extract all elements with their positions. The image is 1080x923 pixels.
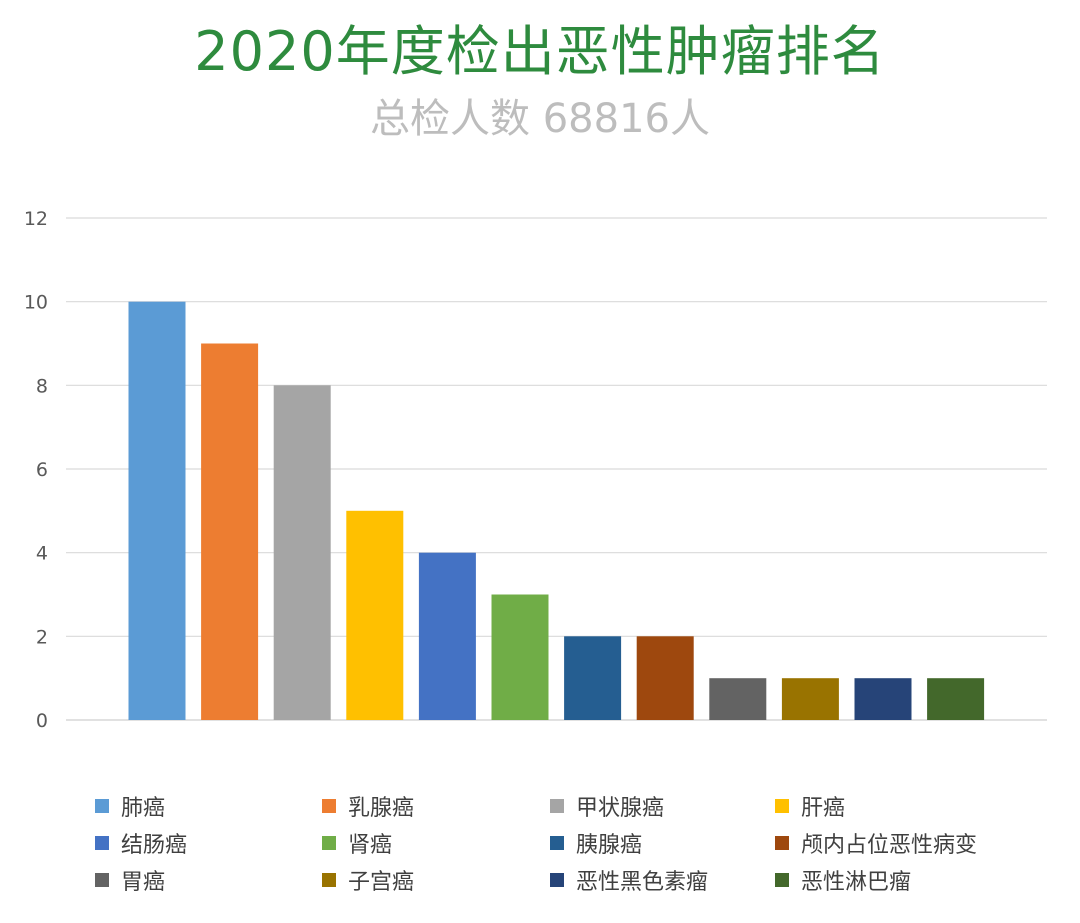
legend-item: 肾癌 (322, 827, 392, 859)
legend-label: 颅内占位恶性病变 (801, 833, 978, 858)
bar-5 (418, 552, 476, 720)
bar-6 (491, 594, 549, 720)
legend-swatch (775, 836, 789, 850)
legend-label: 胰腺癌 (576, 833, 643, 858)
legend-label: 肺癌 (121, 796, 166, 821)
legend-label: 恶性淋巴瘤 (801, 870, 912, 895)
legend-label: 胃癌 (121, 870, 166, 895)
legend-label: 结肠癌 (121, 833, 188, 858)
legend-swatch (550, 836, 564, 850)
legend-swatch (95, 873, 109, 887)
legend-item: 胃癌 (95, 864, 165, 896)
bar-4 (346, 510, 404, 720)
legend-item: 恶性黑色素瘤 (550, 864, 708, 896)
legend-swatch (775, 799, 789, 813)
legend-label: 子宫癌 (348, 870, 415, 895)
legend-swatch (550, 799, 564, 813)
legend-item: 肺癌 (95, 790, 165, 822)
y-tick-label: 8 (36, 375, 48, 397)
legend-item: 甲状腺癌 (550, 790, 664, 822)
bar-11 (854, 678, 912, 720)
bar-7 (564, 636, 622, 720)
legend-swatch (95, 836, 109, 850)
y-tick-label: 2 (36, 626, 48, 648)
legend-item: 乳腺癌 (322, 790, 414, 822)
y-tick-label: 10 (24, 292, 48, 314)
bar-2 (201, 343, 259, 720)
legend-swatch (322, 873, 336, 887)
legend-label: 甲状腺癌 (576, 796, 665, 821)
legend-label: 乳腺癌 (348, 796, 415, 821)
legend-swatch (95, 799, 109, 813)
y-tick-label: 0 (36, 710, 48, 732)
legend-label: 恶性黑色素瘤 (576, 870, 709, 895)
chart-title: 2020年度检出恶性肿瘤排名 (194, 20, 886, 83)
legend-item: 肝癌 (775, 790, 845, 822)
y-tick-label: 12 (24, 208, 48, 230)
legend-swatch (322, 799, 336, 813)
bar-10 (781, 678, 839, 720)
legend-item: 子宫癌 (322, 864, 414, 896)
chart-subtitle: 总检人数 68816人 (370, 96, 710, 142)
bar-1 (128, 301, 186, 720)
y-tick-label: 4 (36, 543, 48, 565)
legend-swatch (322, 836, 336, 850)
legend-swatch (550, 873, 564, 887)
bar-chart: 0 2 4 6 8 10 12 (24, 208, 1047, 732)
y-tick-label: 6 (36, 459, 48, 481)
legend-item: 结肠癌 (95, 827, 187, 859)
legend-label: 肝癌 (801, 796, 846, 821)
legend-item: 恶性淋巴瘤 (775, 864, 911, 896)
bar-12 (927, 678, 985, 720)
legend-label: 肾癌 (348, 833, 393, 858)
legend-item: 胰腺癌 (550, 827, 642, 859)
bar-9 (709, 678, 767, 720)
legend-item: 颅内占位恶性病变 (775, 827, 977, 859)
legend-swatch (775, 873, 789, 887)
bar-3 (273, 385, 331, 720)
bar-8 (636, 636, 694, 720)
